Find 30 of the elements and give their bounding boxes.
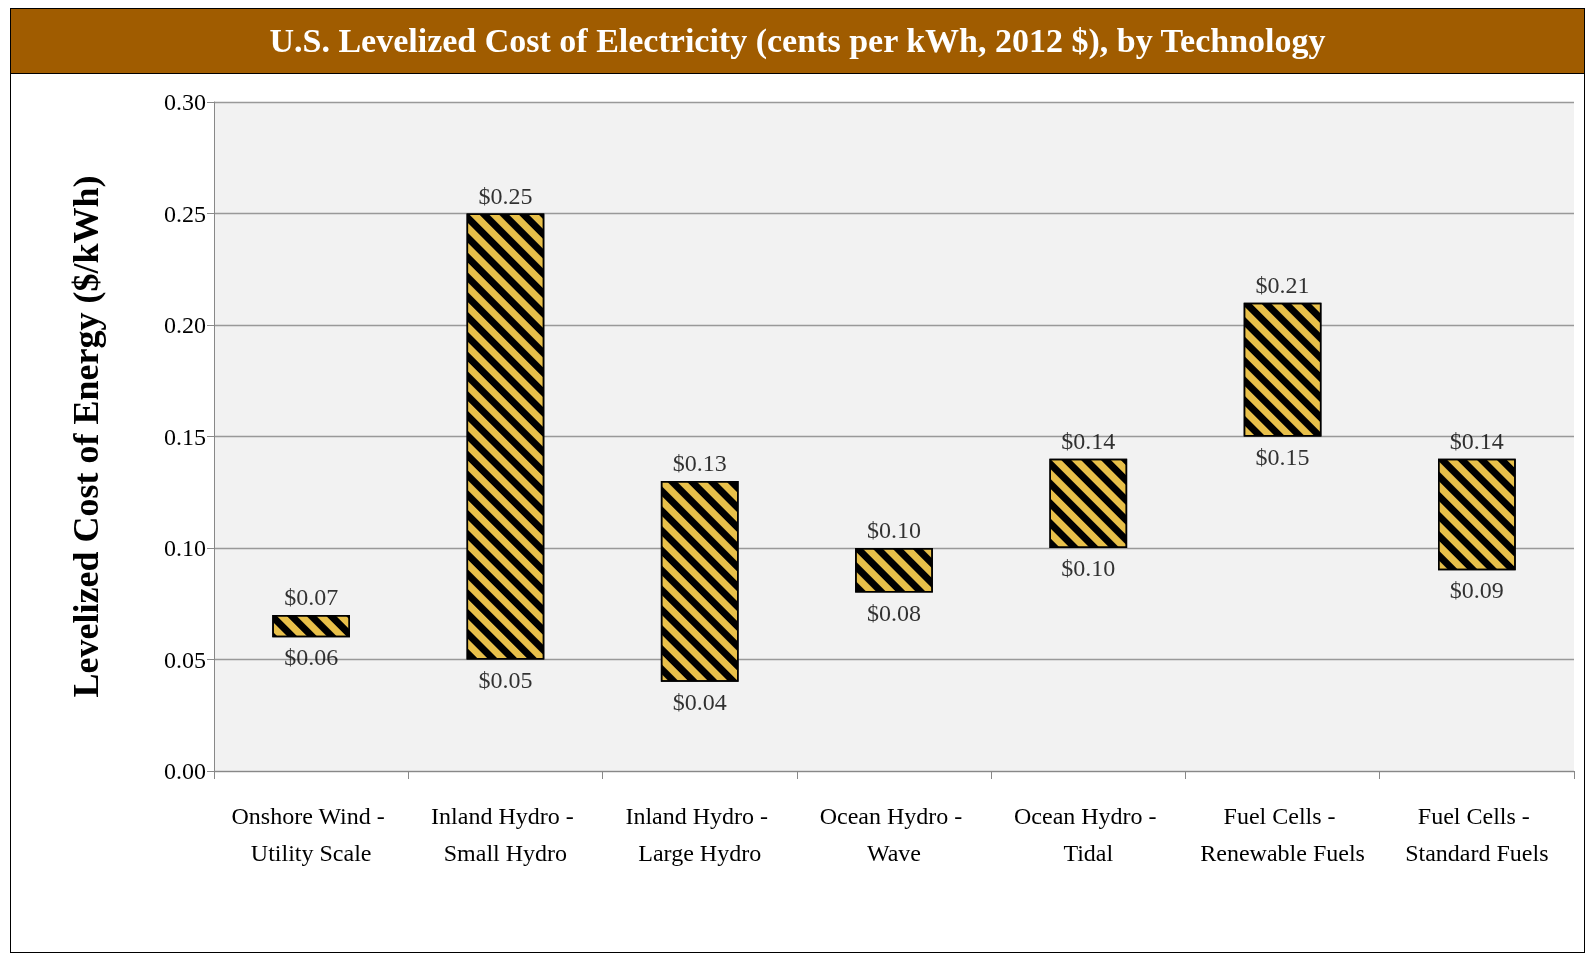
x-tick-label: Inland Hydro - Large Hydro — [625, 802, 775, 866]
x-tick-label: Fuel Cells - Standard Fuels — [1405, 802, 1549, 866]
x-tick-label: Inland Hydro - Small Hydro — [431, 802, 580, 866]
annotation: $0.09 — [1449, 577, 1504, 604]
x-tick-label: Onshore Wind - Utility Scale — [231, 802, 391, 866]
annotation: $0.14 — [1061, 427, 1116, 454]
annotation: $0.25 — [478, 182, 533, 209]
y-tick-label: 0.15 — [164, 423, 206, 450]
y-tick-label: 0.05 — [164, 646, 206, 673]
y-axis-title: Levelized Cost of Energy ($/kWh) — [66, 175, 106, 698]
annotation: $0.07 — [284, 583, 339, 610]
x-tick-label: Fuel Cells - Renewable Fuels — [1200, 802, 1365, 866]
x-tick-label: Ocean Hydro - Tidal — [1013, 802, 1163, 866]
annotation: $0.21 — [1255, 271, 1310, 298]
annotation: $0.10 — [867, 517, 921, 543]
annotation: $0.15 — [1255, 443, 1310, 470]
annotation: $0.05 — [478, 666, 533, 693]
annotation: $0.04 — [672, 688, 727, 715]
y-tick-label: 0.20 — [164, 312, 206, 338]
y-tick-label: 0.00 — [164, 758, 206, 784]
annotation: $0.08 — [867, 599, 921, 626]
annotation: $0.10 — [1061, 555, 1116, 581]
chart-title: U.S. Levelized Cost of Electricity (cents per kWh, 2012 $), by Technology — [11, 9, 1584, 74]
y-tick-label: 0.30 — [164, 89, 206, 115]
y-tick-label: 0.25 — [164, 200, 206, 227]
annotation: $0.14 — [1449, 427, 1504, 454]
x-tick-label: Ocean Hydro - Wave — [819, 802, 969, 866]
annotation: $0.13 — [672, 450, 727, 477]
annotation: $0.06 — [284, 644, 339, 671]
y-tick-label: 0.10 — [164, 535, 206, 561]
